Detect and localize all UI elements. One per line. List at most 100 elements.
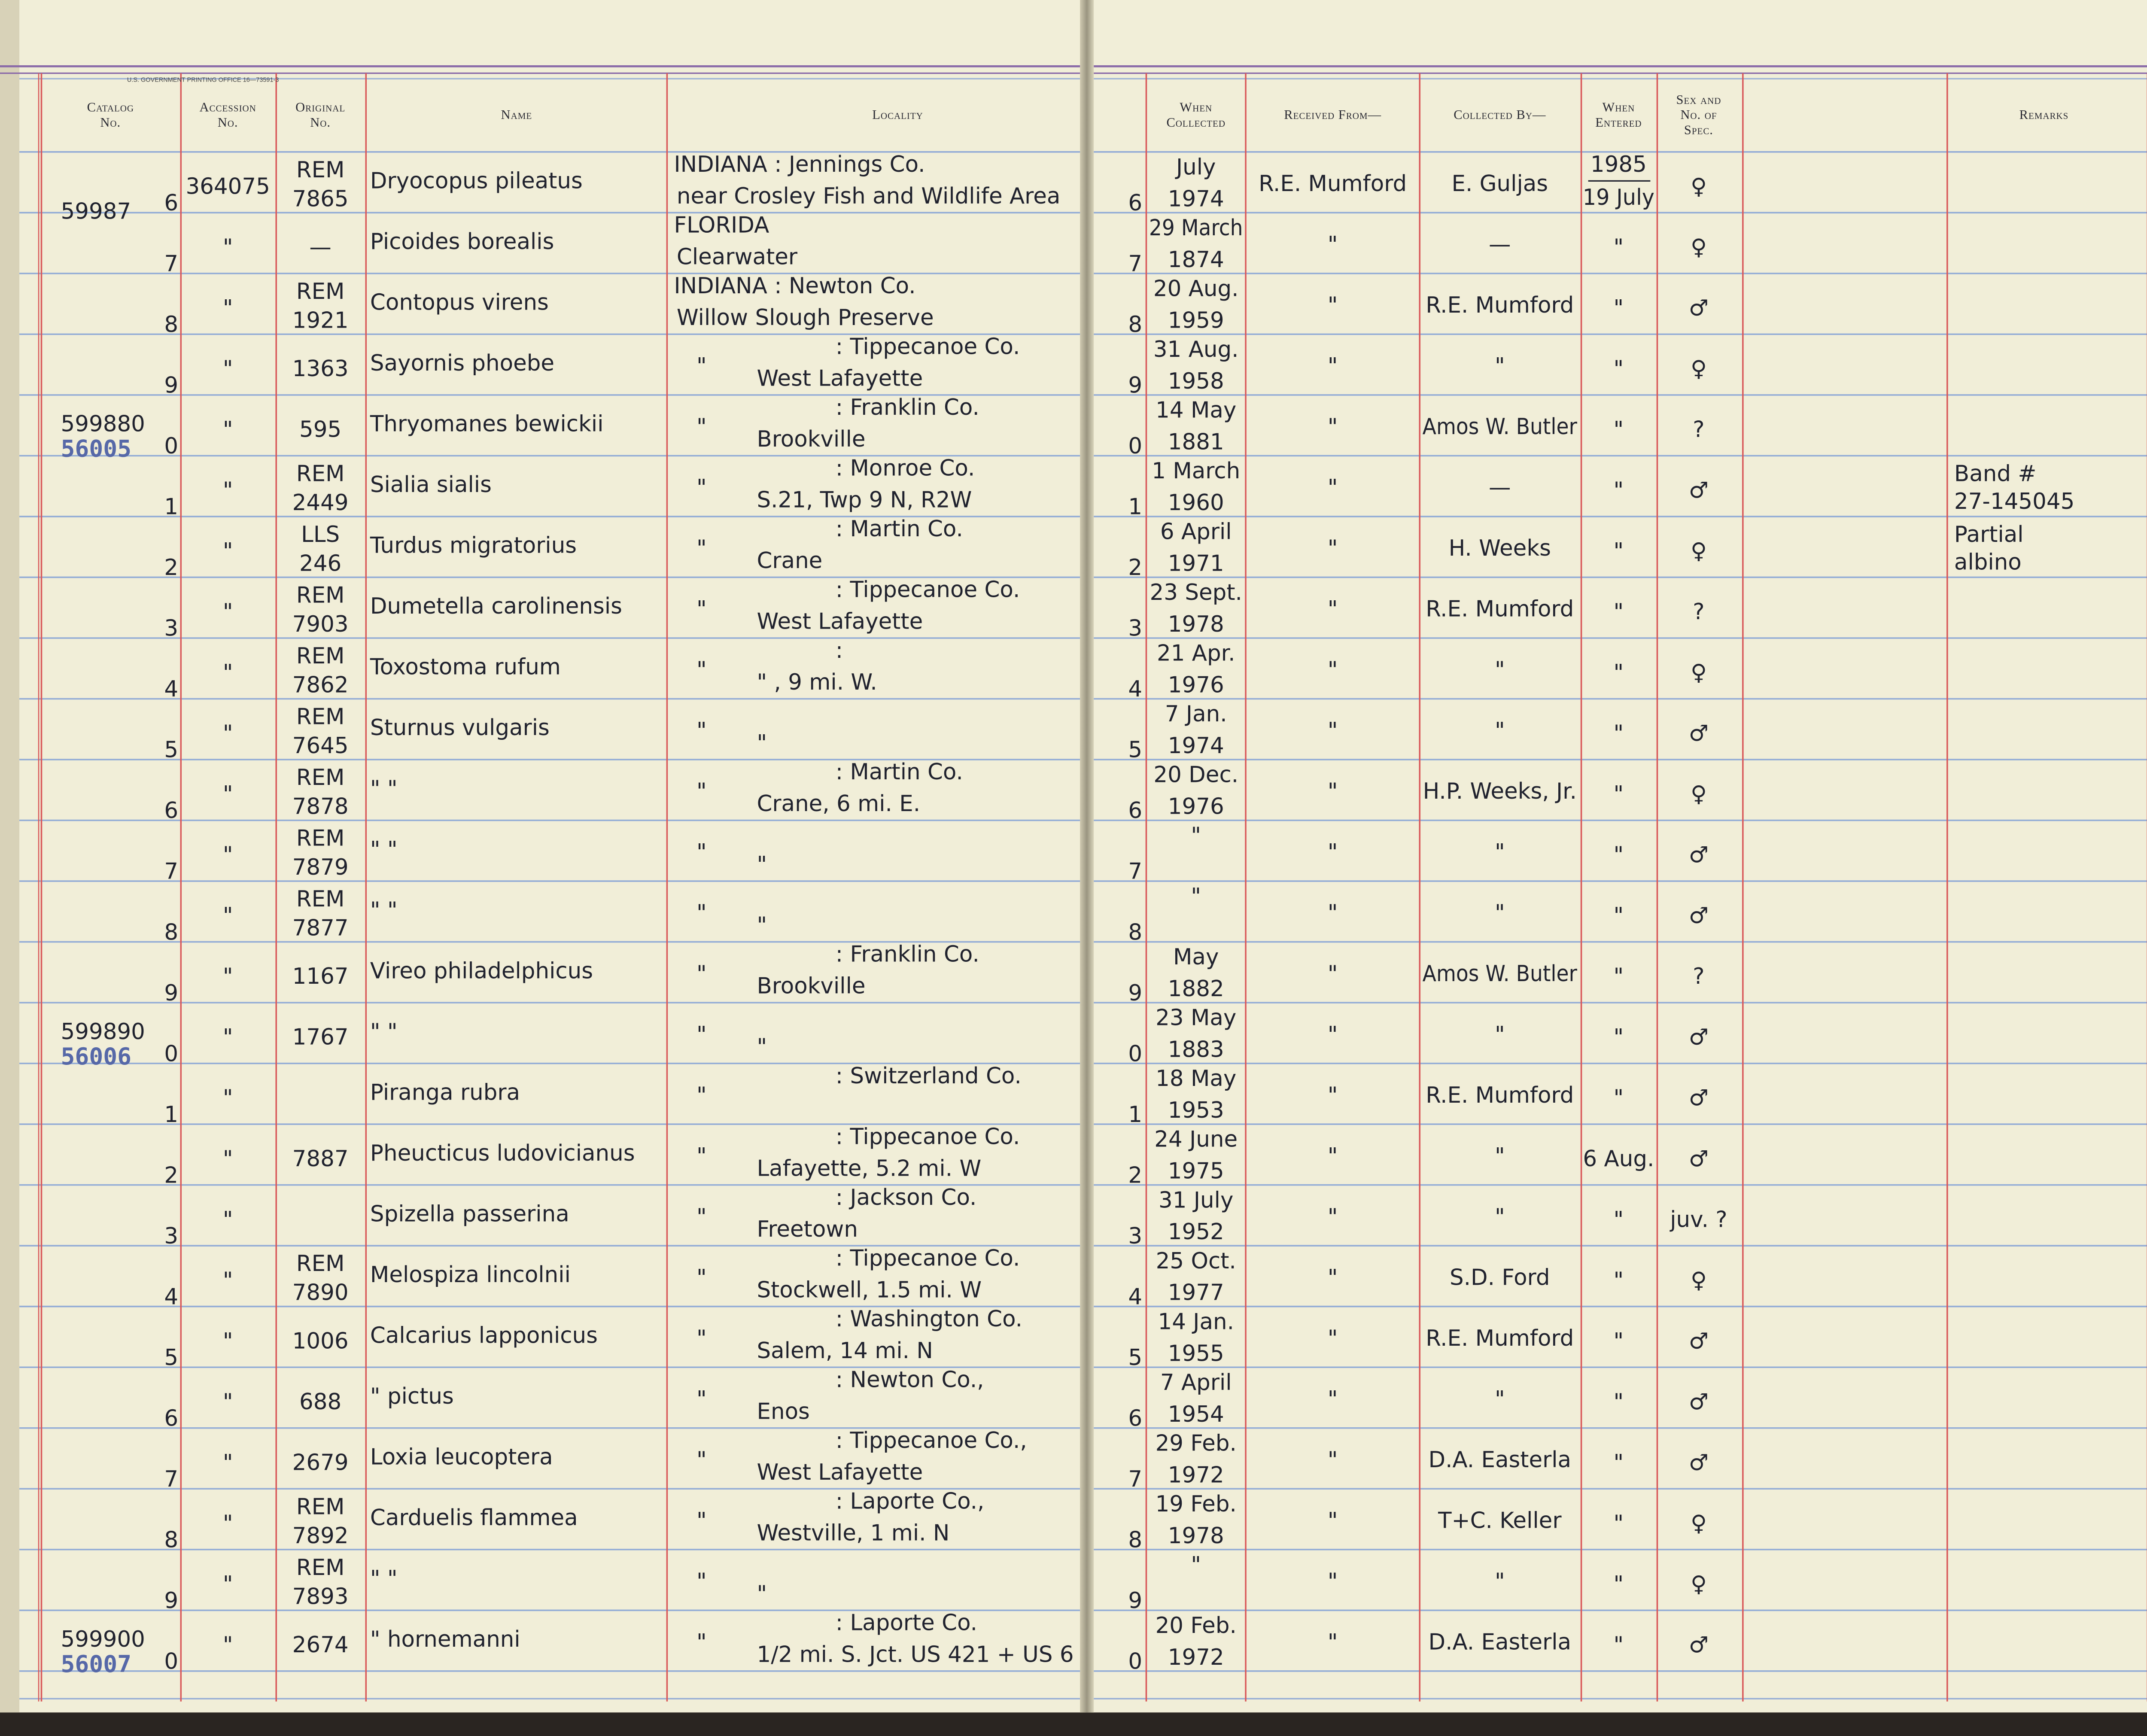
0: REM	[296, 886, 345, 912]
sex: juv. ?	[1670, 1207, 1727, 1232]
column-header: When	[1602, 100, 1635, 115]
digit: 1	[164, 1102, 178, 1128]
name: " hornemanni	[370, 1627, 520, 1652]
locality-top: : Martin Co.	[836, 516, 963, 542]
name: Vireo philadelphicus	[370, 958, 593, 984]
received: R.E. Mumford	[1259, 171, 1407, 197]
digit: 9	[164, 1588, 178, 1614]
locality-top: : Tippecanoe Co.,	[836, 1428, 1027, 1453]
wc-digit: 2	[1128, 1162, 1142, 1188]
sex: ♂	[1689, 1085, 1709, 1111]
column-header: Collected	[1166, 115, 1226, 130]
locality-bottom: Willow Slough Preserve	[677, 305, 934, 331]
name: " "	[370, 897, 398, 923]
wc-digit: 0	[1128, 433, 1142, 459]
received: "	[1328, 778, 1338, 804]
locality-bottom: "	[757, 1034, 767, 1060]
loc-ditto: "	[696, 1447, 707, 1473]
stamp: 56007	[61, 1650, 132, 1678]
locality-bottom: Brookville	[757, 973, 865, 999]
accession: "	[223, 477, 233, 503]
wc-digit: 3	[1128, 1223, 1142, 1249]
wc-digit: 7	[1128, 251, 1142, 277]
collected: H. Weeks	[1449, 535, 1551, 561]
loc-ditto: "	[696, 1630, 707, 1655]
locality-bottom: West Lafayette	[757, 609, 923, 635]
column-header: Received From—	[1284, 107, 1381, 122]
sex: ♀	[1691, 1268, 1707, 1293]
locality-top: : Jackson Co.	[836, 1185, 977, 1210]
date-bottom: 1978	[1168, 611, 1224, 637]
date-top: May	[1173, 944, 1219, 970]
wc-digit: 1	[1128, 494, 1142, 520]
collected: "	[1495, 1204, 1505, 1230]
received: "	[1328, 414, 1338, 440]
0: "	[1614, 1632, 1624, 1658]
locality-top: : Franklin Co.	[836, 395, 979, 420]
name: Sayornis phoebe	[370, 350, 554, 376]
1: 7645	[292, 733, 349, 759]
locality-bottom: West Lafayette	[757, 1459, 923, 1485]
name: " "	[370, 776, 398, 802]
name: Sturnus vulgaris	[370, 715, 550, 741]
0: 1006	[292, 1328, 349, 1354]
wc-digit: 0	[1128, 1649, 1142, 1675]
0: "	[1614, 1207, 1624, 1232]
locality-bottom: " , 9 mi. W.	[757, 669, 877, 695]
sex: ♂	[1689, 842, 1709, 868]
0: "	[1614, 1511, 1624, 1536]
date-top: 25 Oct.	[1156, 1248, 1236, 1274]
background	[0, 1712, 2147, 1736]
name: Sialia sialis	[370, 472, 492, 498]
date-bottom: 1974	[1168, 186, 1224, 212]
received: "	[1328, 1143, 1338, 1169]
wc-digit: 2	[1128, 555, 1142, 581]
sex: ♀	[1691, 538, 1707, 564]
digit: 2	[164, 1162, 178, 1188]
sex: ♂	[1689, 1450, 1709, 1475]
0: 1363	[292, 356, 349, 382]
received: "	[1328, 718, 1338, 744]
0: "	[1614, 1450, 1624, 1475]
digit: 2	[164, 555, 178, 581]
catalog: 59987	[61, 198, 131, 224]
date-bottom: 1978	[1168, 1523, 1224, 1549]
locality-top: INDIANA : Newton Co.	[674, 273, 916, 299]
loc-ditto: "	[696, 1386, 707, 1412]
name: " "	[370, 1566, 398, 1592]
received: "	[1328, 839, 1338, 865]
locality-bottom: West Lafayette	[757, 366, 923, 392]
locality-top: : Tippecanoe Co.	[836, 1124, 1020, 1149]
date-top: 20 Dec.	[1153, 762, 1238, 788]
date-bottom: 1972	[1168, 1645, 1224, 1670]
wc-digit: 7	[1128, 1466, 1142, 1492]
collected: "	[1495, 718, 1505, 744]
accession: "	[223, 1571, 233, 1597]
date-top: 14 Jan.	[1158, 1309, 1234, 1335]
date-bottom: 1960	[1168, 490, 1224, 516]
stamp: 56005	[61, 435, 132, 462]
sex: ♂	[1689, 1389, 1709, 1415]
1: 7903	[292, 611, 349, 637]
sex: ♂	[1689, 903, 1709, 929]
wc-digit: 7	[1128, 859, 1142, 885]
received: "	[1328, 1447, 1338, 1473]
date-top: 14 May	[1156, 397, 1236, 423]
loc-ditto: "	[696, 414, 707, 440]
received: "	[1328, 596, 1338, 622]
sex: ♀	[1691, 173, 1707, 199]
date-top: 29 Feb.	[1156, 1430, 1237, 1456]
wc-digit: 6	[1128, 190, 1142, 216]
received: "	[1328, 657, 1338, 683]
loc-ditto: "	[696, 961, 707, 987]
name: Loxia leucoptera	[370, 1444, 553, 1470]
accession: "	[223, 417, 233, 443]
date-top: 7 April	[1160, 1370, 1232, 1395]
page-edge	[0, 0, 20, 1713]
loc-ditto: "	[696, 839, 707, 865]
sex: ♀	[1691, 356, 1707, 382]
column-header: Spec.	[1684, 123, 1713, 137]
received: "	[1328, 961, 1338, 987]
date-top: "	[1191, 1552, 1201, 1578]
date-top: 19 Feb.	[1156, 1491, 1237, 1517]
